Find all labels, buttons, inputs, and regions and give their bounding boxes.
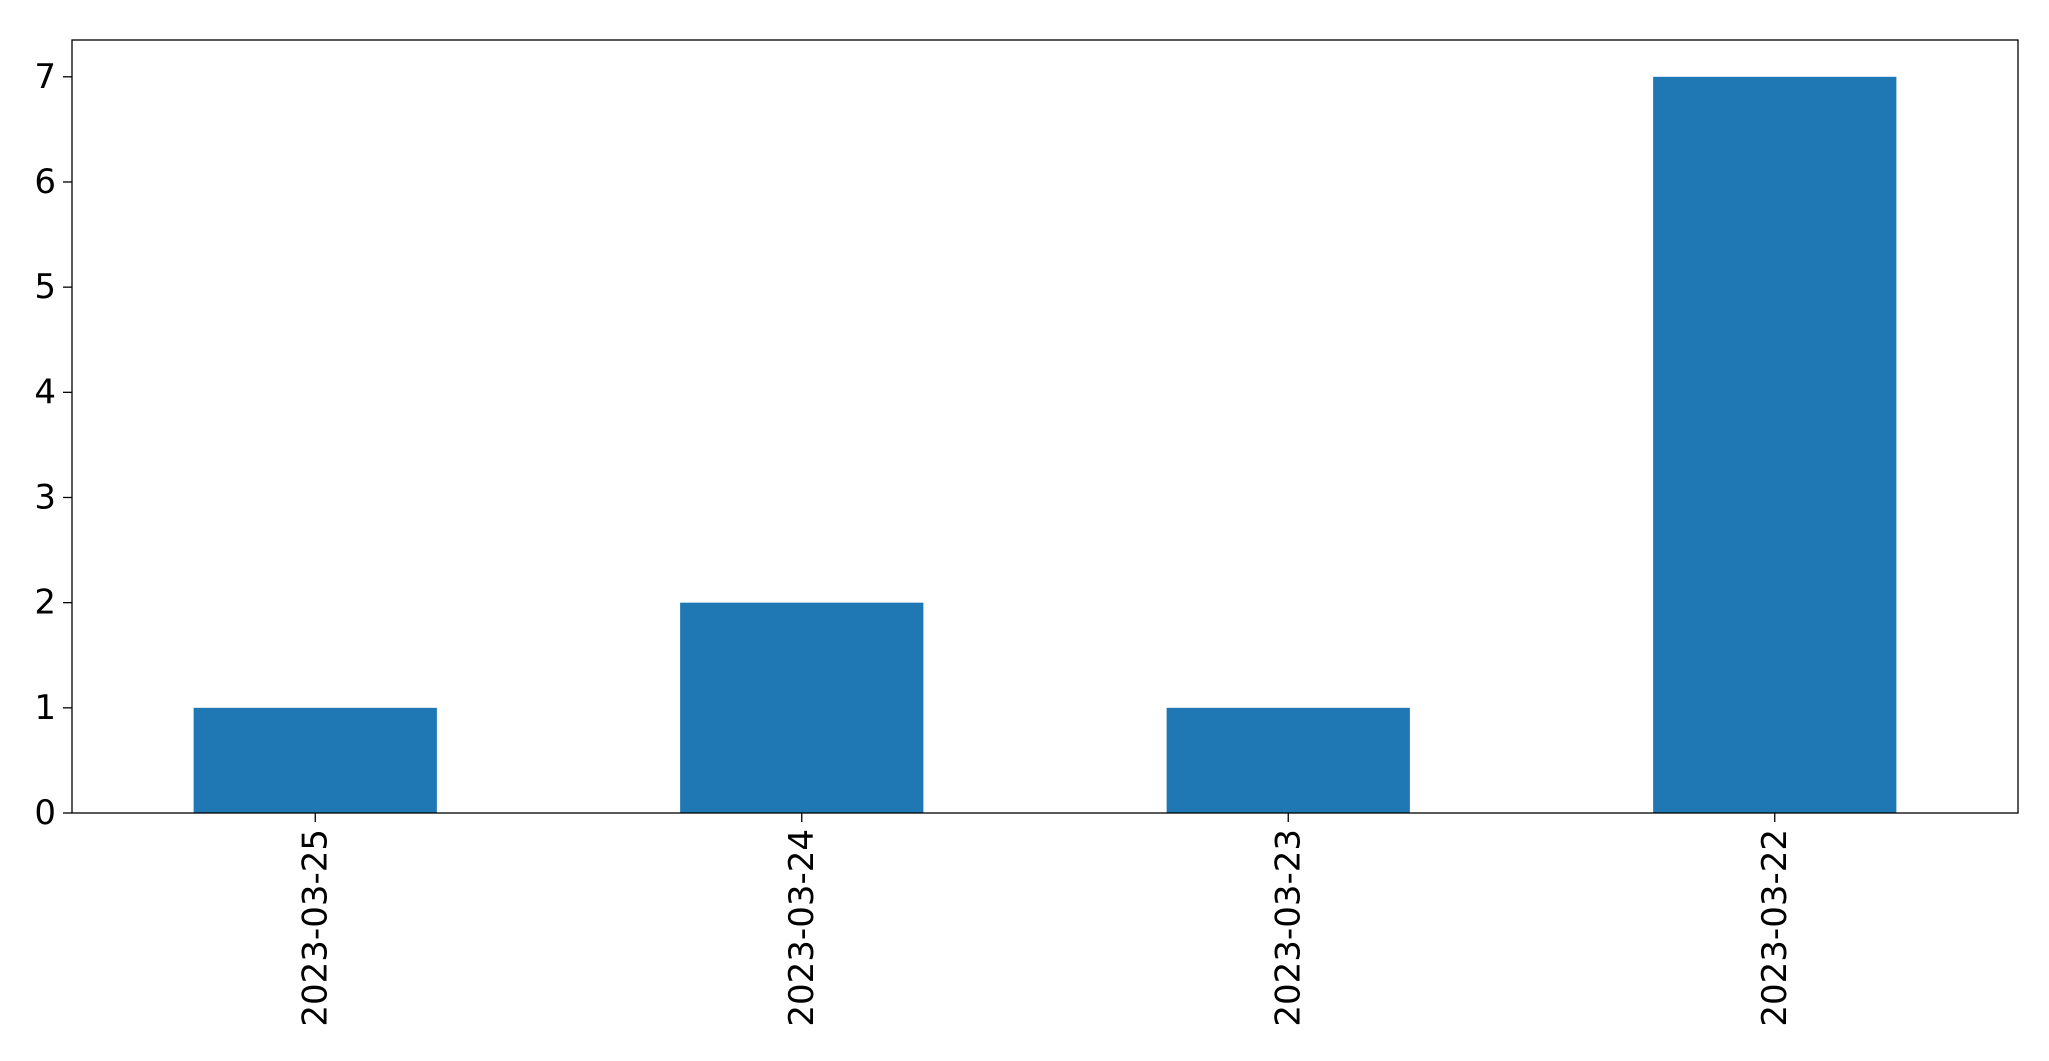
y-tick-label: 1 bbox=[34, 688, 56, 728]
plot-frame bbox=[71, 39, 2019, 814]
bar-2023-03-22 bbox=[1653, 76, 1897, 814]
x-tick-label-2023-03-23: 2023-03-23 bbox=[1268, 829, 1308, 1027]
x-tick-label-2023-03-24: 2023-03-24 bbox=[782, 829, 822, 1027]
x-axis: 2023-03-25 2023-03-24 2023-03-23 2023-03-22 bbox=[295, 813, 1795, 1027]
x-tick-label-2023-03-22: 2023-03-22 bbox=[1755, 829, 1795, 1027]
y-tick-label: 0 bbox=[34, 793, 56, 833]
bars-layer bbox=[193, 76, 1897, 814]
y-tick-label: 5 bbox=[34, 267, 56, 307]
y-tick-label: 2 bbox=[34, 583, 56, 623]
bar-2023-03-23 bbox=[1166, 707, 1410, 813]
y-axis: 0 1 2 3 4 5 6 7 bbox=[34, 57, 72, 833]
x-tick-label-2023-03-25: 2023-03-25 bbox=[295, 829, 335, 1027]
y-tick-label: 7 bbox=[34, 57, 56, 97]
y-tick-label: 3 bbox=[34, 477, 56, 517]
y-tick-label: 6 bbox=[34, 162, 56, 202]
y-tick-label: 4 bbox=[34, 372, 56, 412]
bar-2023-03-24 bbox=[680, 602, 924, 813]
bar-2023-03-25 bbox=[193, 707, 437, 813]
